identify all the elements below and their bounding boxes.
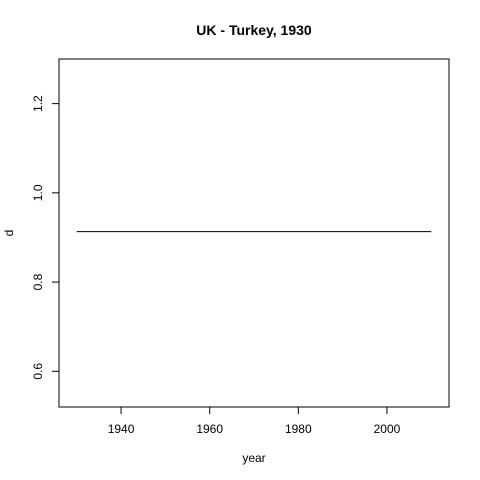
y-tick-label: 1.2 <box>31 95 45 112</box>
plot-frame <box>59 59 449 407</box>
y-axis: 0.6 0.8 1.0 1.2 <box>31 95 59 380</box>
x-tick-label: 1960 <box>196 422 223 436</box>
chart-title: UK - Turkey, 1930 <box>196 22 312 38</box>
x-tick-label: 1980 <box>285 422 312 436</box>
y-tick-label: 0.6 <box>31 363 45 380</box>
y-tick-label: 1.0 <box>31 184 45 201</box>
x-axis-label: year <box>242 451 265 465</box>
x-tick-label: 1940 <box>108 422 135 436</box>
x-axis: 1940 1960 1980 2000 <box>108 407 401 436</box>
x-tick-label: 2000 <box>374 422 401 436</box>
y-axis-label: d <box>2 230 16 237</box>
y-tick-label: 0.8 <box>31 273 45 290</box>
